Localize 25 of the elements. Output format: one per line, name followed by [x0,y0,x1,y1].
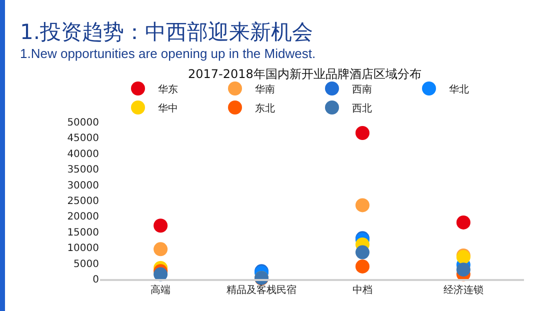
legend-label: 东北 [255,102,275,114]
y-tick-label: 35000 [67,164,99,176]
legend-label: 华北 [449,83,469,96]
y-tick-label: 40000 [67,148,99,160]
x-tick-label: 高端 [150,284,171,296]
y-tick-label: 45000 [67,133,99,144]
y-tick-label: 25000 [67,196,99,207]
text: 1.New opportunities are opening up in the Midwest. [20,46,316,61]
legend-label: 华中 [158,102,178,114]
legend-label: 西北 [352,102,372,114]
y-tick-label: 50000 [67,118,99,128]
y-tick-label: 5000 [74,258,99,270]
legend-label: 西南 [352,83,372,96]
y-tick-label: 15000 [67,227,99,238]
legend-label: 华东 [158,83,178,96]
y-tick-label: 30000 [67,180,99,192]
x-tick-label: 精品及客栈民宿 [226,284,297,296]
x-tick-label: 中档 [352,284,372,296]
y-tick-label: 20000 [67,212,99,223]
legend-label: 华南 [255,83,275,96]
chart-title: 2017-2018年国内新开业品牌酒店区域分布 [188,66,422,81]
text: 1.投资趋势：中西部迎来新机会 [20,19,314,46]
y-tick-label: 0 [92,274,99,286]
x-tick-label: 经济连锁 [443,284,484,296]
y-tick-label: 10000 [67,243,99,254]
